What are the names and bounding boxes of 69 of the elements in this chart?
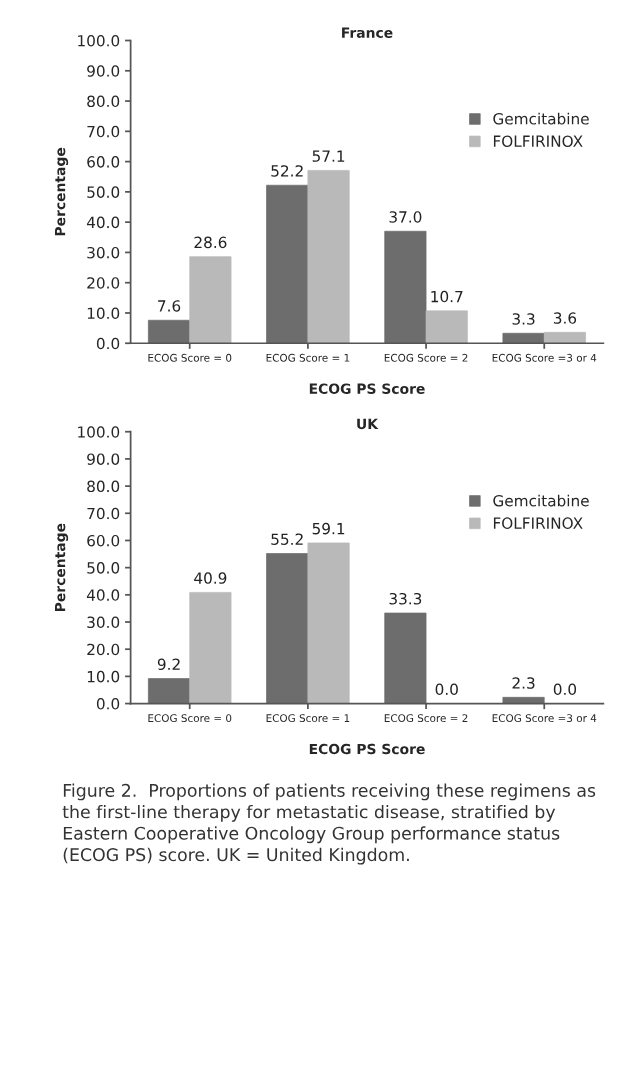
y-tick-label: 30.0 bbox=[87, 246, 120, 259]
bar bbox=[148, 319, 191, 344]
caption: Figure 2. Proportions of patients receiving these regimens as the first-line therapy for metastatic disease, stratified by Eastern Cooperative Oncology Group performance status (ECOG PS) score. UK = United Kingdom. bbox=[62, 783, 596, 865]
chart-title: France bbox=[342, 27, 393, 38]
y-tick-label: 100.0 bbox=[78, 34, 120, 47]
data-label: 0.0 bbox=[553, 683, 577, 696]
data-label: 10.7 bbox=[431, 290, 463, 303]
y-tick-label: 80.0 bbox=[87, 95, 120, 108]
x-tick-label: ECOG Score = 2 bbox=[384, 353, 468, 362]
legend-label: Gemcitabine bbox=[493, 112, 589, 125]
data-label: 59.1 bbox=[312, 522, 345, 535]
y-tick-label: 10.0 bbox=[87, 670, 120, 683]
y-tick-label: 60.0 bbox=[87, 156, 120, 168]
y-tick-label: 70.0 bbox=[87, 125, 120, 138]
bar bbox=[384, 230, 427, 344]
y-tick-label: 60.0 bbox=[87, 534, 120, 547]
y-tick-label: 10.0 bbox=[87, 307, 120, 319]
data-label: 3.3 bbox=[512, 313, 535, 325]
data-label: 28.6 bbox=[194, 236, 227, 249]
x-tick-label: ECOG Score = 1 bbox=[266, 714, 350, 723]
x-axis-title: ECOG PS Score bbox=[309, 743, 425, 755]
x-tick-label: ECOG Score =3 or 4 bbox=[492, 353, 597, 362]
bar bbox=[189, 592, 232, 704]
y-tick-label: 20.0 bbox=[87, 277, 120, 289]
y-tick-label: 90.0 bbox=[87, 65, 120, 77]
x-tick-label: ECOG Score = 1 bbox=[266, 353, 350, 362]
y-tick-label: 40.0 bbox=[86, 216, 120, 229]
bar bbox=[307, 170, 350, 344]
legend-label: FOLFIRINOX bbox=[493, 135, 583, 147]
bar bbox=[148, 678, 191, 704]
x-tick-label: ECOG Score = 2 bbox=[384, 714, 468, 723]
x-axis-title: ECOG PS Score bbox=[309, 383, 425, 394]
bar bbox=[384, 612, 427, 704]
y-tick-label: 80.0 bbox=[87, 480, 120, 493]
y-axis-title: Percentage bbox=[55, 147, 69, 236]
y-tick-label: 0.0 bbox=[96, 698, 120, 710]
bar bbox=[266, 553, 309, 704]
x-tick-label: ECOG Score = 0 bbox=[148, 714, 232, 723]
y-tick-label: 90.0 bbox=[87, 453, 120, 465]
bar bbox=[307, 542, 350, 704]
bar bbox=[189, 256, 232, 344]
data-label: 3.6 bbox=[553, 312, 577, 324]
data-label: 33.3 bbox=[389, 592, 422, 605]
y-tick-label: 50.0 bbox=[87, 562, 120, 574]
y-tick-label: 0.0 bbox=[96, 337, 120, 350]
y-tick-label: 100.0 bbox=[78, 426, 120, 438]
data-label: 37.0 bbox=[389, 211, 422, 223]
bar bbox=[266, 184, 309, 344]
x-tick-label: ECOG Score = 0 bbox=[148, 353, 232, 362]
y-tick-label: 30.0 bbox=[87, 616, 120, 629]
bar bbox=[502, 696, 545, 704]
legend-label: Gemcitabine bbox=[493, 494, 589, 507]
data-label: 2.3 bbox=[512, 677, 535, 689]
data-label: 52.2 bbox=[271, 165, 303, 177]
y-tick-label: 70.0 bbox=[87, 507, 120, 520]
data-label: 9.2 bbox=[157, 658, 180, 671]
legend-label: FOLFIRINOX bbox=[493, 517, 583, 529]
y-tick-label: 20.0 bbox=[87, 643, 120, 656]
y-tick-label: 50.0 bbox=[87, 186, 120, 198]
chart-title: UK bbox=[357, 418, 379, 430]
data-label: 55.2 bbox=[271, 533, 303, 545]
bar bbox=[425, 310, 468, 344]
data-label: 40.9 bbox=[194, 572, 227, 584]
data-label: 57.1 bbox=[312, 150, 345, 162]
data-label: 0.0 bbox=[435, 683, 458, 696]
y-axis-title: Percentage bbox=[55, 523, 69, 612]
data-label: 7.6 bbox=[158, 300, 181, 312]
x-tick-label: ECOG Score =3 or 4 bbox=[492, 714, 597, 723]
y-tick-label: 40.0 bbox=[86, 589, 120, 601]
